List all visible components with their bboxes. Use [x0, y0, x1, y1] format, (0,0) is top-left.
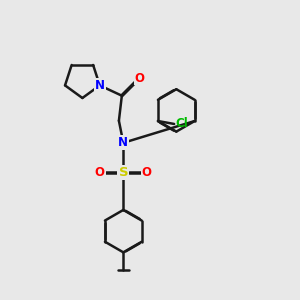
Text: S: S	[118, 166, 128, 179]
Text: O: O	[95, 166, 105, 179]
Text: O: O	[142, 166, 152, 179]
Text: N: N	[118, 136, 128, 149]
Text: N: N	[95, 79, 105, 92]
Text: O: O	[134, 71, 145, 85]
Text: Cl: Cl	[176, 118, 188, 130]
